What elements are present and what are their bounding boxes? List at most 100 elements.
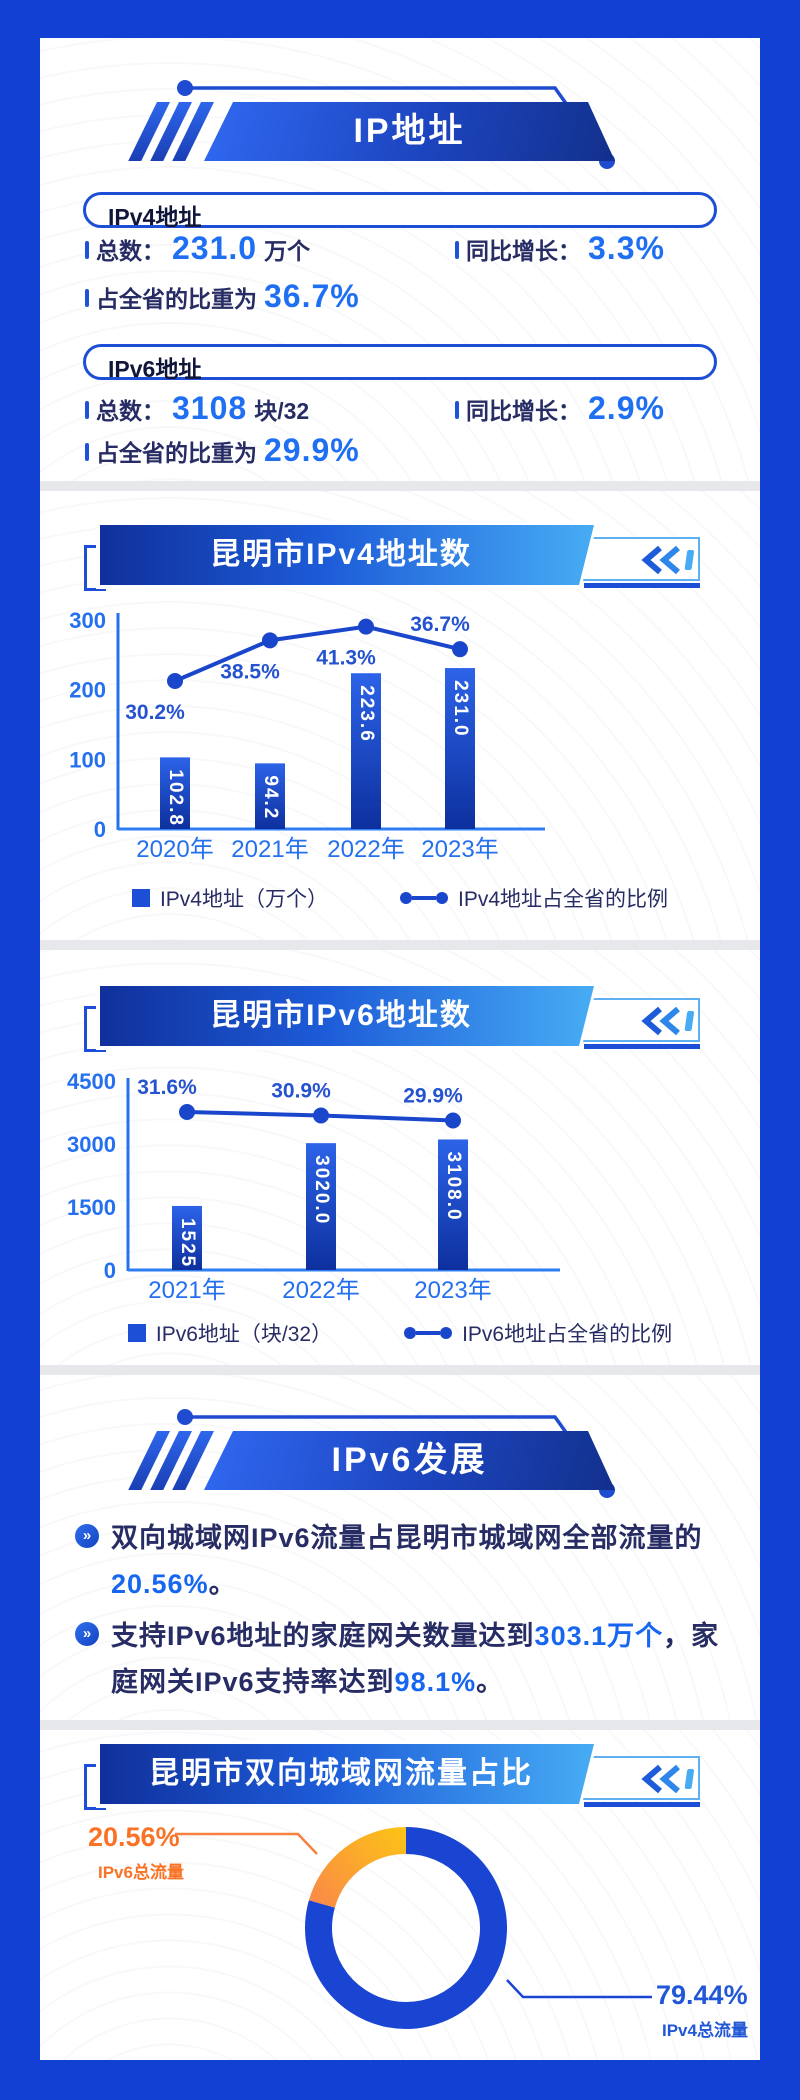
card-ipv6-development: IPv6发展 » 双向城域网IPv6流量占昆明市城域网全部流量的20.56%。 … bbox=[40, 1375, 760, 1720]
svg-text:100: 100 bbox=[69, 747, 106, 772]
ipv6-bar-line-chart: 0 1500 3000 4500 1525 2021年 3020.0 2022年 3108.0 2… bbox=[67, 1069, 560, 1304]
svg-text:30.9%: 30.9% bbox=[271, 1080, 331, 1103]
stat-tick-icon bbox=[85, 241, 89, 259]
svg-text:3020.0: 3020.0 bbox=[311, 1155, 332, 1225]
traffic-donut-chart bbox=[175, 1827, 652, 2029]
content-panel: IP地址 IPv4地址 总数： 231.0 万个 同比增长： 3.3% 占全省的… bbox=[40, 38, 760, 2060]
legend-item-line: IPv6地址占全省的比例 bbox=[404, 1318, 672, 1348]
chart1-banner: 昆明市IPv4地址数 bbox=[84, 521, 704, 593]
legend-label: IPv6地址占全省的比例 bbox=[462, 1323, 673, 1346]
chart2-title: 昆明市IPv6地址数 bbox=[210, 999, 472, 1032]
card-ip-overview: IP地址 IPv4地址 总数： 231.0 万个 同比增长： 3.3% 占全省的… bbox=[40, 38, 760, 481]
ipv4-growth-label: 同比增长： bbox=[466, 238, 581, 264]
ipv6-share-stat: 占全省的比重为 29.9% bbox=[85, 432, 360, 469]
ipv6-share-value: 29.9% bbox=[264, 432, 360, 468]
svg-text:1500: 1500 bbox=[67, 1195, 116, 1220]
ipv4-growth-value: 3.3% bbox=[588, 230, 665, 266]
svg-text:2023年: 2023年 bbox=[421, 836, 498, 863]
card-traffic-share: 昆明市双向城域网流量占比 20.56% IPv6总流量 79.44% IPv4总… bbox=[40, 1730, 760, 2060]
header-banner bbox=[204, 1431, 615, 1490]
svg-text:3108.0: 3108.0 bbox=[443, 1151, 464, 1221]
ipv6-total-stat: 总数： 3108 块/32 bbox=[85, 390, 309, 427]
ipv4-share-label: 占全省的比重为 bbox=[96, 286, 257, 312]
stat-tick-icon bbox=[85, 289, 89, 307]
ipv4-slice-label: IPv4总流量 bbox=[662, 2021, 748, 2040]
svg-text:1525: 1525 bbox=[177, 1218, 198, 1268]
svg-text:38.5%: 38.5% bbox=[220, 660, 280, 683]
svg-text:223.6: 223.6 bbox=[356, 685, 377, 743]
ipv6-growth-stat: 同比增长： 2.9% bbox=[455, 390, 665, 427]
stat-tick-icon bbox=[455, 241, 459, 259]
svg-text:2021年: 2021年 bbox=[148, 1277, 225, 1304]
svg-text:200: 200 bbox=[69, 678, 106, 703]
section-header-ip: IP地址 bbox=[128, 62, 640, 178]
chart2-banner-bar bbox=[96, 982, 598, 1050]
legend-item-bar: IPv4地址（万个） bbox=[131, 883, 328, 913]
blue-callout-line bbox=[506, 1979, 652, 1999]
bullet-text: 支持IPv6地址的家庭网关数量达到303.1万个，家庭网关IPv6支持率达到98… bbox=[111, 1621, 720, 1697]
ipv4-share-value: 36.7% bbox=[264, 278, 360, 314]
ipv6-growth-label: 同比增长： bbox=[466, 398, 581, 424]
svg-text:0: 0 bbox=[104, 1258, 116, 1283]
section-header-ipv6-dev: IPv6发展 bbox=[128, 1391, 640, 1507]
chart2-legend: IPv6地址（块/32） IPv6地址占全省的比例 bbox=[40, 1318, 760, 1348]
header-banner bbox=[204, 102, 615, 161]
banner-rail-underline bbox=[584, 1044, 700, 1049]
svg-text:2022年: 2022年 bbox=[327, 836, 404, 863]
ipv6-growth-value: 2.9% bbox=[588, 390, 665, 426]
svg-text:300: 300 bbox=[69, 608, 106, 633]
svg-text:102.8: 102.8 bbox=[165, 769, 186, 827]
chart3-banner: 昆明市双向城域网流量占比 bbox=[84, 1740, 704, 1812]
ipv6-total-value: 3108 bbox=[172, 390, 248, 426]
svg-text:0: 0 bbox=[94, 817, 106, 842]
ipv6-box-title-pill: IPv6地址 bbox=[83, 344, 717, 382]
stat-tick-icon bbox=[455, 401, 459, 419]
section-title: IPv6发展 bbox=[331, 1441, 488, 1479]
ipv6-total-label: 总数： bbox=[96, 398, 165, 424]
ipv4-share-stat: 占全省的比重为 36.7% bbox=[85, 278, 360, 315]
chart1-banner-bar bbox=[96, 521, 598, 589]
ipv6-share-label: 占全省的比重为 bbox=[96, 440, 257, 466]
legend-label: IPv6地址（块/32） bbox=[155, 1323, 333, 1346]
bar-legend-icon bbox=[131, 889, 150, 907]
banner-rail-underline bbox=[584, 583, 700, 588]
svg-text:2021年: 2021年 bbox=[231, 836, 308, 863]
line-legend-icon bbox=[400, 892, 448, 904]
chart1-title: 昆明市IPv4地址数 bbox=[210, 538, 472, 571]
ipv4-bar-line-chart: 0 100 200 300 102.8 2020年 94.2 2021年 223.6 2022年 2… bbox=[69, 608, 545, 863]
stat-tick-icon bbox=[85, 443, 89, 461]
chart2-banner: 昆明市IPv6地址数 bbox=[84, 982, 704, 1054]
ipv6-box-title: IPv6地址 bbox=[108, 356, 202, 382]
svg-text:30.2%: 30.2% bbox=[125, 701, 185, 724]
ipv6-slice-pct: 20.56% bbox=[88, 1822, 180, 1852]
chart3-title: 昆明市双向城域网流量占比 bbox=[149, 1757, 533, 1790]
card-ipv4-chart: 昆明市IPv4地址数 0 100 200 300 102.8 2020年 94.2 2021年… bbox=[40, 491, 760, 940]
chart3-banner-bar bbox=[96, 1740, 598, 1808]
legend-item-line: IPv4地址占全省的比例 bbox=[400, 883, 668, 913]
bullet-home-gateway: » 支持IPv6地址的家庭网关数量达到303.1万个，家庭网关IPv6支持率达到… bbox=[75, 1613, 725, 1705]
svg-text:2020年: 2020年 bbox=[136, 836, 213, 863]
svg-text:41.3%: 41.3% bbox=[316, 647, 376, 670]
svg-text:231.0: 231.0 bbox=[450, 680, 471, 738]
svg-text:31.6%: 31.6% bbox=[137, 1076, 197, 1099]
ipv4-total-unit: 万个 bbox=[264, 238, 311, 264]
ipv4-box-title: IPv4地址 bbox=[108, 204, 202, 230]
ipv4-growth-stat: 同比增长： 3.3% bbox=[455, 230, 665, 267]
svg-text:4500: 4500 bbox=[67, 1069, 116, 1094]
legend-item-bar: IPv6地址（块/32） bbox=[127, 1318, 333, 1348]
svg-text:3000: 3000 bbox=[67, 1132, 116, 1157]
svg-text:2023年: 2023年 bbox=[414, 1277, 491, 1304]
ipv4-total-value: 231.0 bbox=[172, 230, 258, 266]
chevron-bullet-icon: » bbox=[75, 1524, 99, 1548]
legend-label: IPv4地址（万个） bbox=[159, 888, 328, 911]
ipv4-total-label: 总数： bbox=[96, 238, 165, 264]
chart1-legend: IPv4地址（万个） IPv4地址占全省的比例 bbox=[40, 883, 760, 913]
ipv6-slice-label: IPv6总流量 bbox=[98, 1863, 184, 1882]
legend-label: IPv4地址占全省的比例 bbox=[458, 888, 669, 911]
double-chevron-left-icon bbox=[641, 545, 695, 575]
svg-text:94.2: 94.2 bbox=[260, 775, 281, 820]
bullet-text: 双向城域网IPv6流量占昆明市城域网全部流量的20.56%。 bbox=[111, 1523, 703, 1599]
card-ipv6-chart: 昆明市IPv6地址数 0 1500 3000 4500 1525 2021年 3020.0 2… bbox=[40, 950, 760, 1365]
stat-tick-icon bbox=[85, 401, 89, 419]
